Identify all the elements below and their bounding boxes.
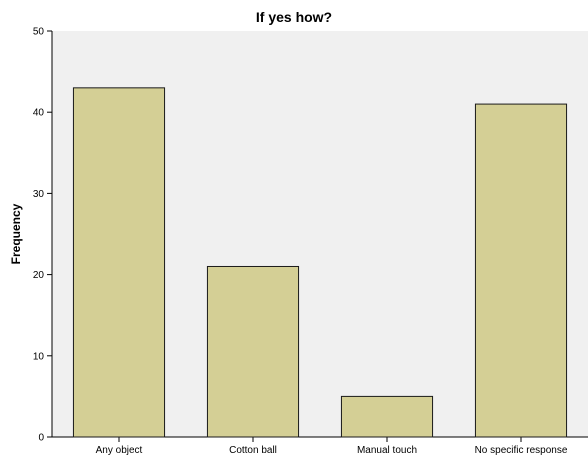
- bar-no-specific-response: [474, 103, 568, 438]
- y-tick-label: 20: [33, 270, 45, 281]
- chart-title: If yes how?: [256, 9, 332, 25]
- bars: [72, 87, 568, 438]
- y-axis-label: Frequency: [9, 203, 23, 264]
- bar-manual-touch: [340, 395, 434, 438]
- y-axis: 0 10 20 30 40 50: [33, 27, 53, 444]
- x-tick-label: No specific response: [475, 445, 568, 456]
- y-tick-label: 40: [33, 108, 45, 119]
- y-tick-label: 30: [33, 189, 45, 200]
- bar-any-object: [72, 87, 166, 438]
- bar-cotton-ball: [206, 265, 300, 438]
- y-tick-label: 10: [33, 351, 45, 362]
- x-tick-label: Any object: [96, 445, 143, 456]
- y-tick-label: 50: [33, 27, 45, 38]
- x-tick-label: Manual touch: [357, 445, 417, 456]
- x-tick-label: Cotton ball: [229, 445, 277, 456]
- y-tick-label: 0: [38, 433, 44, 444]
